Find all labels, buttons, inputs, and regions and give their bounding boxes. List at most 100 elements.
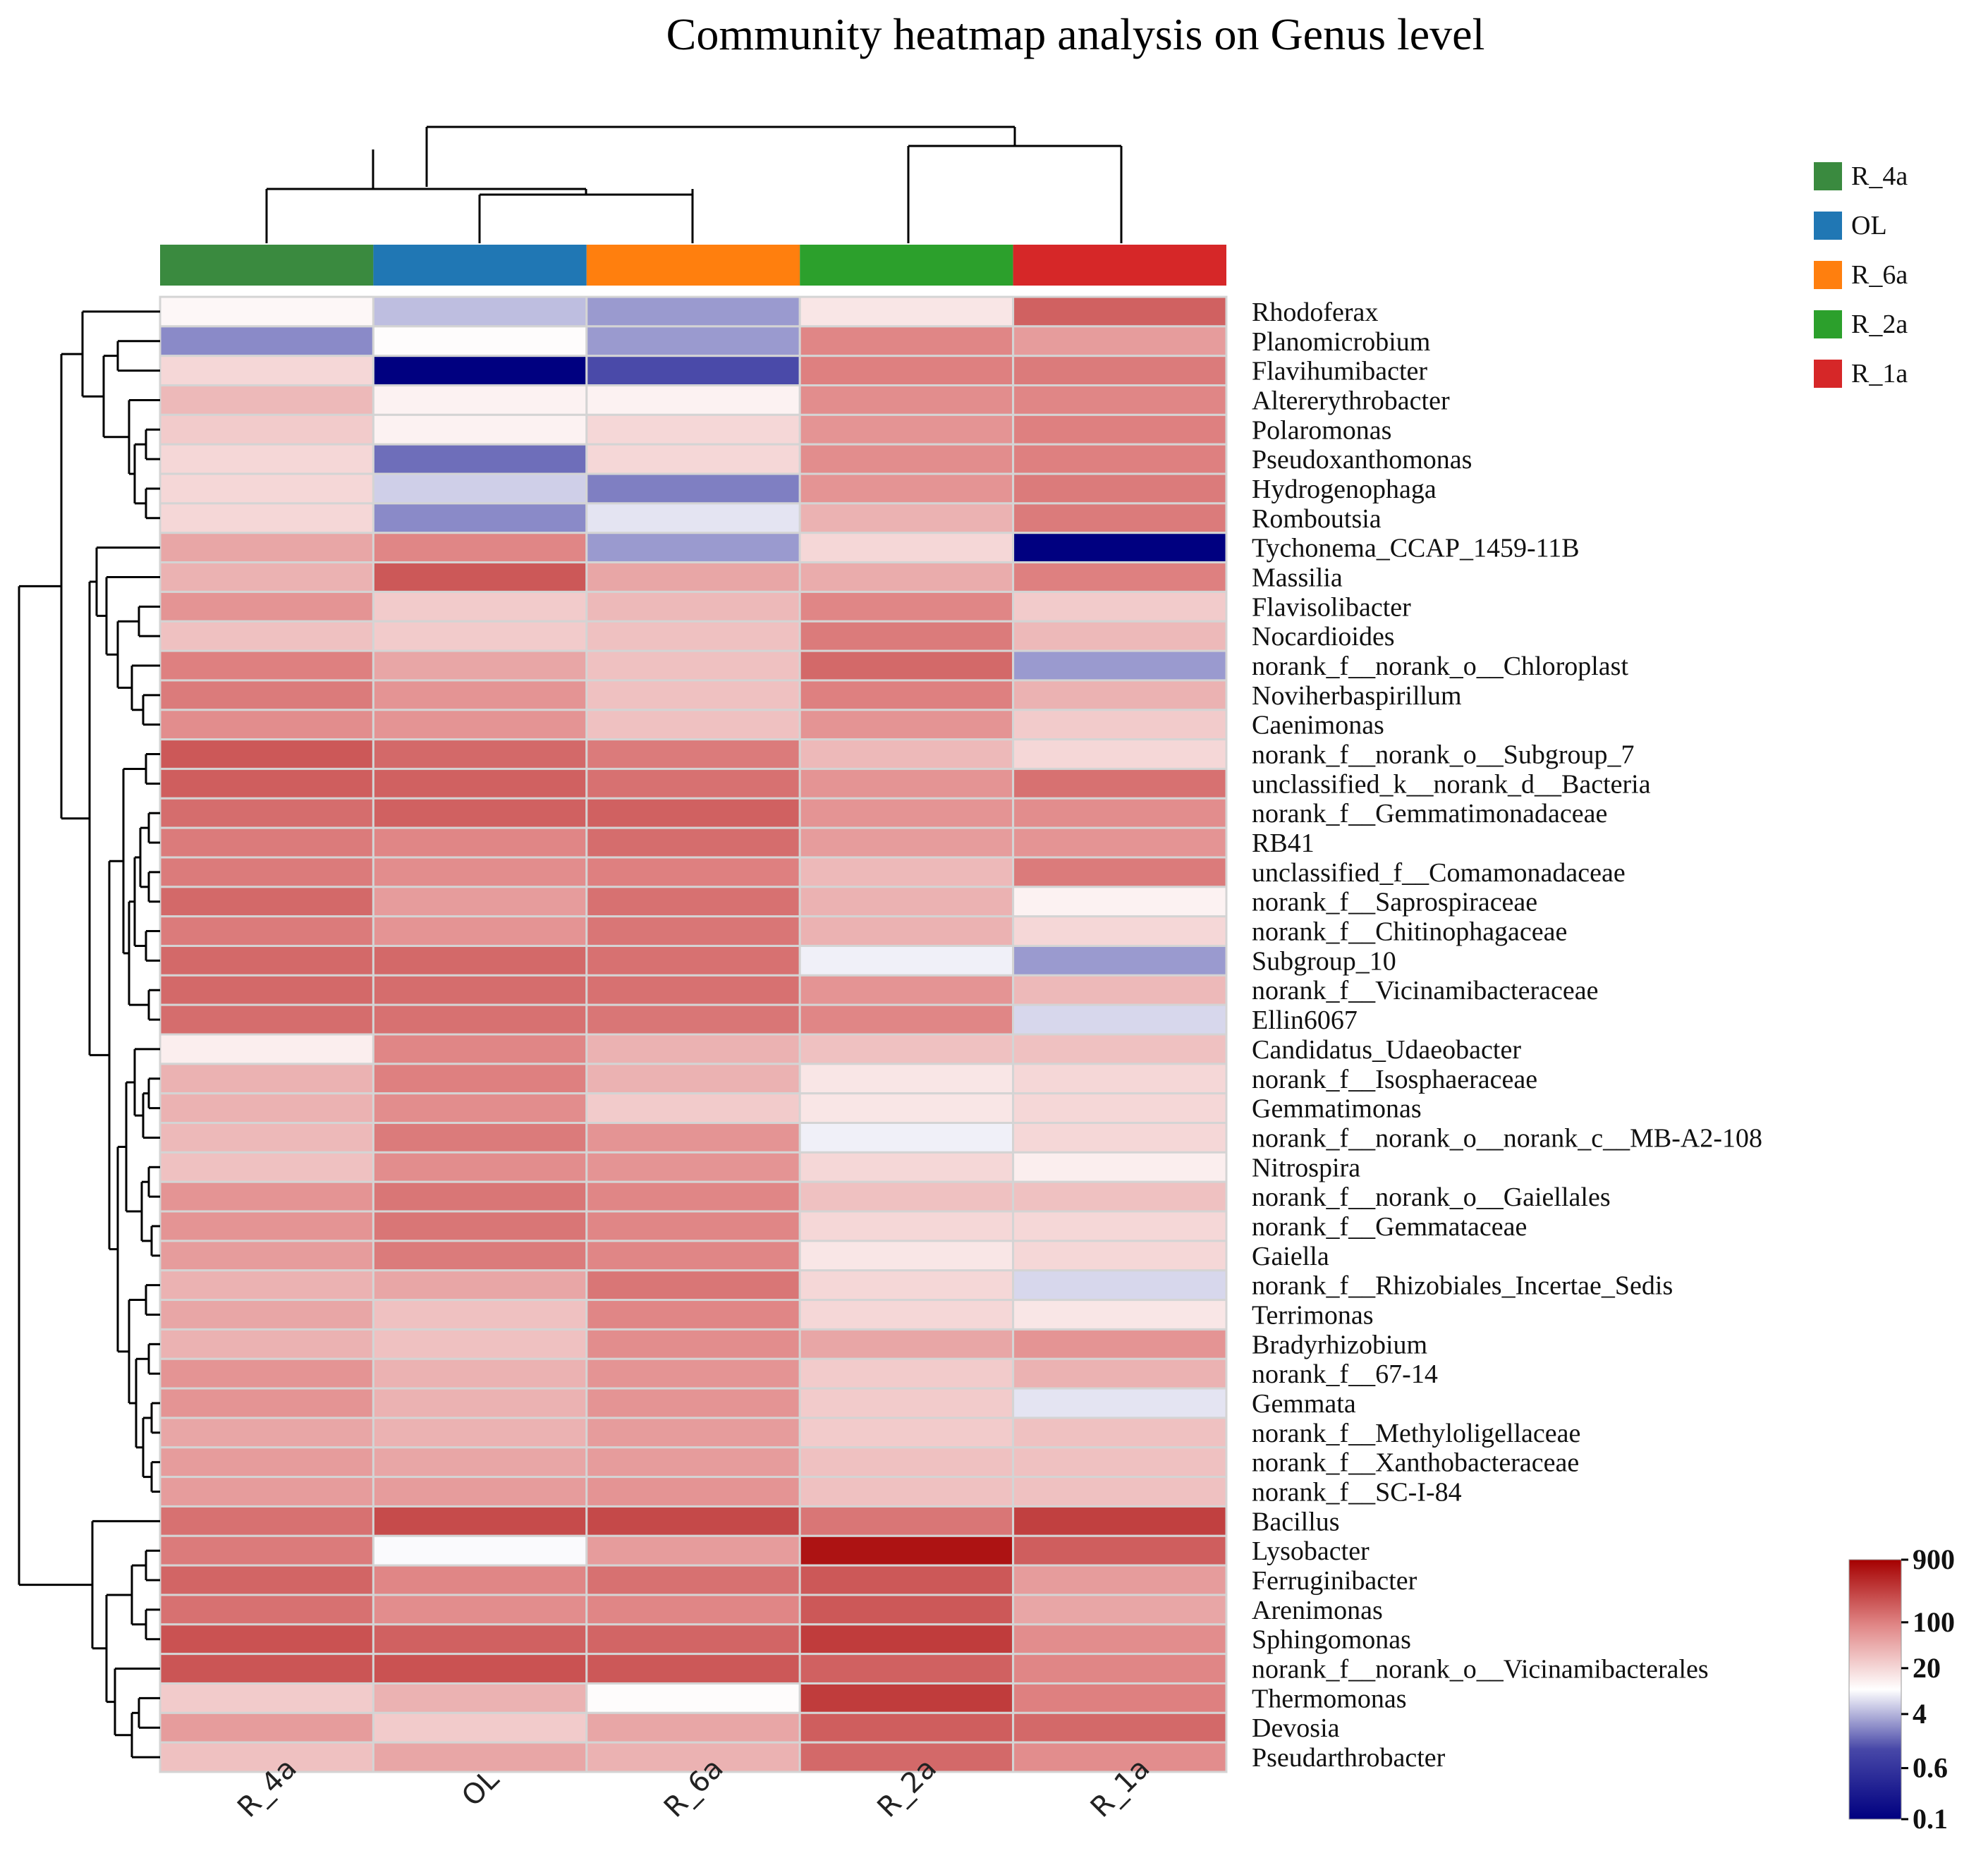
heatmap-cell: [585, 1122, 801, 1154]
heatmap-cell: [372, 355, 588, 387]
row-label: Hydrogenophaga: [1252, 475, 1437, 504]
heatmap-cell: [372, 1063, 588, 1095]
heatmap-cell: [585, 413, 801, 446]
row-label: norank_f__Rhizobiales_Incertae_Sedis: [1252, 1271, 1673, 1301]
heatmap-cell: [585, 1653, 801, 1684]
legend-swatch: [1814, 310, 1842, 338]
heatmap-cell: [159, 1180, 374, 1213]
heatmap-cell: [159, 502, 374, 534]
heatmap-cell: [798, 1623, 1015, 1656]
heatmap-cell: [159, 944, 374, 977]
heatmap-cell: [585, 620, 801, 652]
heatmap-cell: [1012, 355, 1228, 387]
heatmap-cell: [798, 1092, 1015, 1125]
heatmap-cell: [372, 384, 588, 416]
heatmap-cell: [1012, 1092, 1228, 1125]
heatmap-cell: [798, 443, 1015, 475]
heatmap-cell: [1012, 1299, 1228, 1331]
heatmap-cell: [1012, 502, 1228, 534]
row-label: norank_f__Xanthobacteraceae: [1252, 1448, 1579, 1478]
chart-title: Community heatmap analysis on Genus leve…: [666, 9, 1485, 59]
row-label: Arenimonas: [1252, 1596, 1383, 1625]
heatmap-cell: [159, 1476, 374, 1508]
heatmap-cell: [372, 1623, 588, 1656]
heatmap-cell: [372, 886, 588, 918]
heatmap-cell: [1012, 1594, 1228, 1626]
heatmap-cell: [159, 709, 374, 741]
heatmap-cell: [1012, 1357, 1228, 1390]
heatmap-cell: [798, 1387, 1015, 1419]
row-dendrogram: [18, 310, 160, 1759]
row-label: norank_f__Methyloligellaceae: [1252, 1419, 1580, 1448]
heatmap-cell: [798, 1711, 1015, 1744]
legend-label: R_6a: [1851, 260, 1908, 290]
heatmap-cell: [585, 1623, 801, 1656]
heatmap-cell: [585, 1033, 801, 1065]
heatmap-cell: [1012, 1033, 1228, 1065]
heatmap-cell: [159, 532, 374, 564]
heatmap-cell: [159, 1623, 374, 1656]
heatmap-cell: [798, 355, 1015, 387]
heatmap-cell: [372, 1003, 588, 1036]
heatmap-cell: [1012, 325, 1228, 357]
heatmap-cell: [372, 1269, 588, 1302]
heatmap-cell: [798, 472, 1015, 505]
heatmap-cell: [585, 532, 801, 564]
heatmap-cell: [798, 1180, 1015, 1213]
heatmap-cell: [372, 738, 588, 770]
heatmap-cell: [585, 1505, 801, 1537]
legend-swatch: [1814, 162, 1842, 190]
heatmap-cell: [372, 1122, 588, 1154]
heatmap-cell: [1012, 826, 1228, 859]
heatmap-cell: [1012, 1534, 1228, 1567]
heatmap-cell: [372, 443, 588, 475]
row-label: Flavihumibacter: [1252, 357, 1427, 386]
heatmap-cell: [159, 1092, 374, 1125]
heatmap-cell: [372, 413, 588, 446]
heatmap-cell: [1012, 1446, 1228, 1479]
heatmap-cell: [798, 325, 1015, 357]
row-label: norank_f__67-14: [1252, 1359, 1438, 1389]
heatmap-cell: [585, 384, 801, 416]
heatmap-cell: [159, 1240, 374, 1272]
heatmap-cell: [159, 1594, 374, 1626]
heatmap-cell: [1012, 1269, 1228, 1302]
heatmap-cell: [372, 1682, 588, 1714]
row-label: Thermomonas: [1252, 1684, 1407, 1713]
heatmap-cell: [1012, 797, 1228, 829]
heatmap-cell: [798, 797, 1015, 829]
color-scale-tick: 4: [1913, 1698, 1927, 1730]
heatmap-cell: [372, 1180, 588, 1213]
heatmap-cell: [798, 1063, 1015, 1095]
heatmap-cell: [1012, 561, 1228, 593]
heatmap-cell: [372, 915, 588, 947]
heatmap-cell: [1012, 679, 1228, 711]
heatmap-cell: [1012, 1711, 1228, 1744]
heatmap-cell: [798, 767, 1015, 800]
color-scale-tick: 900: [1913, 1543, 1955, 1575]
color-scale-tick: 0.6: [1913, 1752, 1948, 1784]
heatmap-cell: [372, 1357, 588, 1390]
heatmap-cell: [798, 1240, 1015, 1272]
legend-swatch: [1814, 261, 1842, 289]
color-scale-tick: 100: [1913, 1606, 1955, 1638]
heatmap-cell: [798, 974, 1015, 1006]
heatmap-cell: [159, 1122, 374, 1154]
heatmap-cell: [798, 649, 1015, 682]
heatmap-cell: [1012, 738, 1228, 770]
heatmap-cell: [798, 1210, 1015, 1242]
heatmap-cell: [1012, 1476, 1228, 1508]
heatmap-cell: [1012, 1682, 1228, 1714]
heatmap-cell: [1012, 1210, 1228, 1242]
heatmap-cell: [798, 738, 1015, 770]
heatmap-cell: [585, 886, 801, 918]
heatmap-cell: [372, 767, 588, 800]
row-label: Pseudoxanthomonas: [1252, 445, 1472, 475]
heatmap-cell: [1012, 886, 1228, 918]
heatmap-cell: [585, 1180, 801, 1213]
heatmap-cell: [798, 295, 1015, 328]
heatmap-cell: [159, 1299, 374, 1331]
row-label: Ellin6067: [1252, 1005, 1358, 1035]
heatmap-cell: [798, 384, 1015, 416]
